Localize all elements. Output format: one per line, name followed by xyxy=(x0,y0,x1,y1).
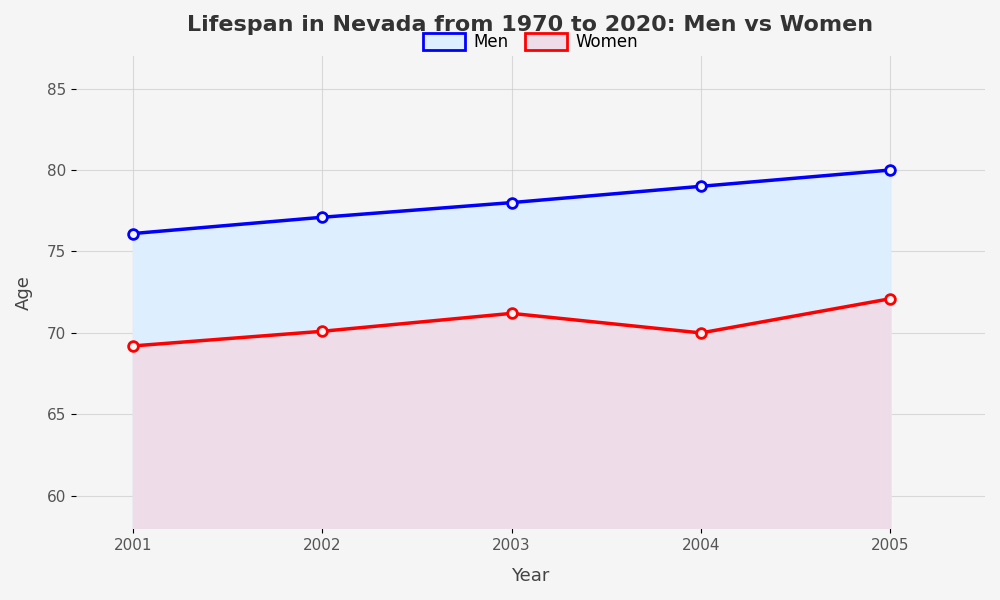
X-axis label: Year: Year xyxy=(511,567,550,585)
Y-axis label: Age: Age xyxy=(15,275,33,310)
Legend: Men, Women: Men, Women xyxy=(417,26,644,58)
Title: Lifespan in Nevada from 1970 to 2020: Men vs Women: Lifespan in Nevada from 1970 to 2020: Me… xyxy=(187,15,874,35)
